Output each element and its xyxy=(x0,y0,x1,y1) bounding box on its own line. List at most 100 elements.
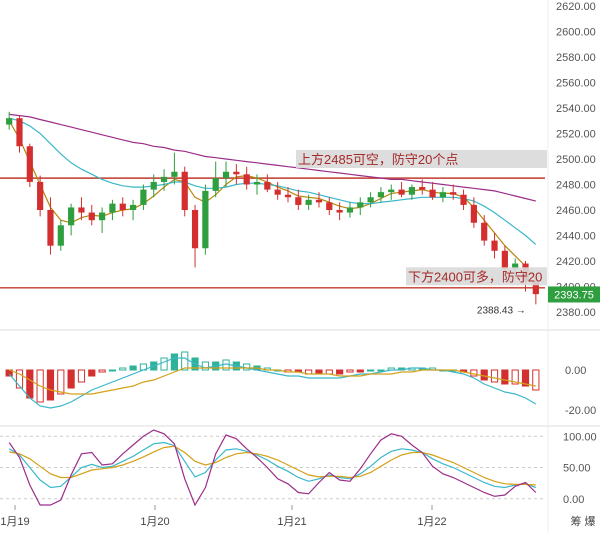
annotation-text: 下方2400可多，防守20 xyxy=(408,269,542,284)
candle-body xyxy=(326,202,333,210)
candle-body xyxy=(398,189,405,195)
candle xyxy=(26,143,33,188)
price-tick-label: 2440.00 xyxy=(556,231,596,243)
price-tick-label: 2480.00 xyxy=(556,180,596,192)
candle-body xyxy=(377,192,385,198)
candle-body xyxy=(16,118,23,147)
candle-body xyxy=(88,212,95,221)
candle xyxy=(460,189,467,210)
candle-body xyxy=(419,187,426,190)
candle xyxy=(357,197,364,216)
macd-bar xyxy=(67,369,75,389)
kdj-indicator xyxy=(8,429,537,507)
macd-bar xyxy=(57,369,65,395)
bottom-right-label-text[interactable]: 筹 爆 xyxy=(570,514,595,528)
bottom-right-label[interactable]: 筹 爆 xyxy=(570,514,595,528)
candle xyxy=(99,207,106,233)
candle-body xyxy=(284,194,292,198)
candle-body xyxy=(119,203,126,210)
macd-tick-label: 0.00 xyxy=(565,365,586,377)
candle-body xyxy=(181,171,188,210)
macd-indicator xyxy=(5,351,540,409)
candle-body xyxy=(99,212,106,221)
candle xyxy=(181,166,188,217)
candle xyxy=(150,174,157,198)
candle xyxy=(408,184,416,200)
candle-body xyxy=(191,210,199,249)
price-tick-label: 2540.00 xyxy=(556,103,596,115)
current-price-tag: 2393.75 xyxy=(548,286,600,303)
annotation: 下方2400可多，防守20 xyxy=(406,267,547,286)
macd-bar xyxy=(26,369,34,399)
candle xyxy=(171,152,178,185)
candle-body xyxy=(212,178,219,191)
candle-body xyxy=(295,197,302,205)
candle-body xyxy=(26,146,33,182)
x-tick-label: 1月21 xyxy=(277,516,306,528)
macd-bar xyxy=(129,365,137,371)
candle xyxy=(346,202,354,218)
candle xyxy=(326,197,333,216)
candle xyxy=(429,181,436,200)
candle-body xyxy=(357,202,364,208)
candle xyxy=(6,111,13,130)
current-price-label: 2393.75 xyxy=(554,289,594,301)
candle-body xyxy=(460,194,467,205)
candle xyxy=(305,194,312,210)
candle xyxy=(78,197,85,221)
price-tick-label: 2600.00 xyxy=(556,27,596,39)
macd-bar xyxy=(511,369,519,385)
candle xyxy=(47,197,54,255)
y-axis-labels: 2620.00 2600.00 2580.00 2560.00 2540.00 2520.… xyxy=(477,1,600,506)
candle xyxy=(284,187,292,203)
kdj-tick-label: 100.00 xyxy=(563,431,597,443)
candle-body xyxy=(470,204,477,223)
macd-bar xyxy=(98,369,106,373)
candle-body xyxy=(450,192,457,195)
x-tick-label: 1月19 xyxy=(0,516,29,528)
candle-body xyxy=(336,210,343,213)
macd-bar xyxy=(336,369,344,375)
candle xyxy=(68,203,75,236)
candle xyxy=(37,175,44,217)
candle xyxy=(450,184,457,200)
candle-body xyxy=(109,203,116,213)
macd-dea-line xyxy=(8,367,536,395)
candle-body xyxy=(140,189,147,205)
moving-average-lines xyxy=(8,113,537,280)
macd-bar xyxy=(77,369,86,383)
candle-body xyxy=(408,187,416,195)
candle xyxy=(160,169,168,191)
candle-body xyxy=(305,199,312,205)
candle xyxy=(274,181,281,200)
candle-body xyxy=(37,181,44,210)
candle-body xyxy=(501,250,508,269)
x-axis-labels: 1月19 1月20 1月21 1月22 xyxy=(0,505,447,528)
macd-bar xyxy=(119,367,127,371)
candle xyxy=(222,161,230,188)
price-tick-label: 2620.00 xyxy=(556,1,596,13)
candle xyxy=(491,232,498,259)
annotation-bg xyxy=(296,150,547,168)
candle xyxy=(388,184,395,200)
macd-bar xyxy=(377,369,385,372)
candle-body xyxy=(68,207,75,226)
macd-bar xyxy=(108,369,117,372)
candle-body xyxy=(264,181,271,190)
low-marker-label: 2388.43 → xyxy=(477,305,526,316)
candle-body xyxy=(171,171,178,177)
price-tick-label: 2460.00 xyxy=(556,205,596,217)
candle-body xyxy=(439,192,446,198)
candle xyxy=(253,174,261,195)
candle-body xyxy=(253,181,261,185)
macd-bar xyxy=(356,369,364,373)
candle-body xyxy=(57,225,64,246)
support-resistance-lines xyxy=(0,177,545,289)
macd-bar xyxy=(490,369,499,383)
candle xyxy=(191,204,199,268)
kdj-tick-label: 0.00 xyxy=(563,494,584,506)
kdj-k-line xyxy=(8,441,537,489)
price-tick-label: 2580.00 xyxy=(556,52,596,64)
candle-body xyxy=(243,174,250,185)
